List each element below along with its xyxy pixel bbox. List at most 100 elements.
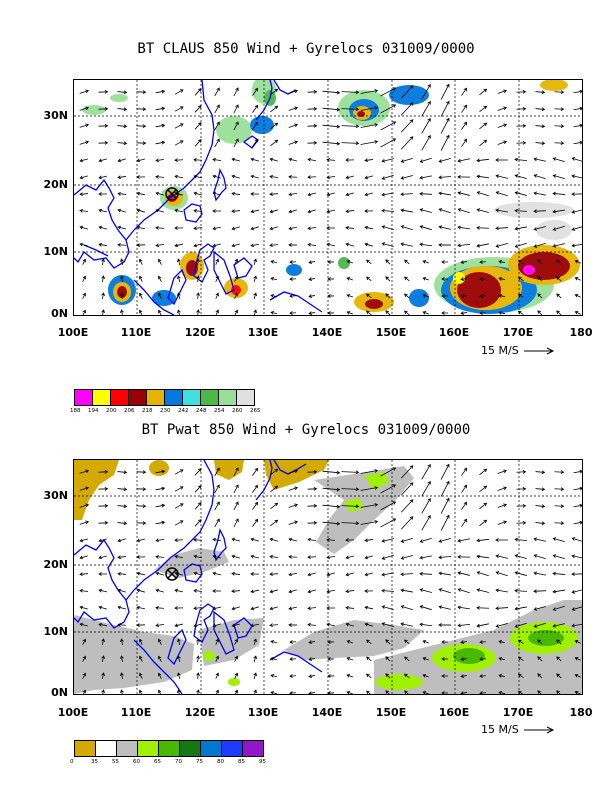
wind-arrow [215, 259, 219, 265]
wind-arrowhead [460, 277, 464, 281]
wind-arrowhead [161, 469, 166, 474]
wind-arrow [496, 623, 508, 627]
wind-arrowhead [409, 516, 414, 520]
wind-arrow [214, 467, 220, 477]
wind-arrowhead [212, 226, 217, 231]
wind-arrowhead [514, 606, 519, 611]
wind-arrow [118, 606, 126, 610]
wind-arrowhead [381, 605, 386, 609]
wind-arrowhead [193, 158, 197, 162]
wind-arrow [158, 656, 162, 662]
wind-arrow [533, 590, 547, 592]
wind-arrow [385, 656, 391, 662]
colorbar-swatch [200, 740, 222, 757]
wind-arrowhead [409, 499, 414, 503]
wind-arrow [572, 606, 582, 611]
wind-arrow [420, 589, 432, 593]
wind-arrowhead [85, 486, 90, 491]
wind-arrow [194, 468, 202, 476]
wind-arrowhead [85, 469, 90, 474]
wind-arrowhead [560, 487, 565, 491]
wind-arrowhead [419, 539, 424, 543]
wind-arrow [79, 470, 89, 474]
wind-arrow [270, 158, 278, 162]
wind-arrow [461, 502, 467, 510]
wind-arrow [155, 176, 165, 178]
wind-arrowhead [541, 141, 546, 146]
wind-arrowhead [336, 470, 341, 475]
wind-arrowhead [366, 639, 370, 644]
wind-arrowhead [193, 571, 198, 576]
wind-arrowhead [345, 538, 349, 542]
wind-arrowhead [326, 622, 331, 627]
wind-arrowhead [336, 124, 341, 129]
wind-arrow [233, 467, 239, 477]
wind-arrow [496, 243, 508, 247]
wind-arrow [572, 589, 582, 593]
wind-arrowhead [463, 138, 468, 143]
wind-arrow [534, 174, 546, 180]
wind-arrow [117, 125, 127, 127]
wind-arrow [215, 310, 219, 315]
wind-arrowhead [571, 227, 576, 231]
wind-arrowhead [235, 484, 239, 489]
wind-arrowhead [231, 606, 236, 611]
wind-arrow [534, 606, 546, 610]
wind-arrow [231, 193, 241, 195]
wind-arrowhead [288, 226, 293, 231]
wind-arrow [347, 260, 353, 264]
wind-arrowhead [98, 572, 102, 576]
wind-arrowhead [355, 504, 360, 509]
wind-arrowhead [98, 192, 102, 196]
wind-arrowhead [552, 624, 557, 628]
wind-arrow [155, 470, 165, 474]
wind-arrow [553, 554, 565, 560]
wind-arrow [498, 691, 506, 694]
wind-arrow [400, 119, 414, 133]
wind-arrowhead [254, 138, 259, 143]
wind-arrowhead [123, 141, 128, 146]
wind-arrowhead [250, 572, 254, 576]
wind-arrow [360, 504, 378, 508]
wind-arrow [515, 242, 527, 248]
wind-arrow [365, 175, 373, 179]
wind-arrowhead [253, 655, 257, 660]
wind-arrow [460, 641, 468, 643]
wind-arrowhead [438, 605, 443, 609]
wind-arrowhead [392, 138, 397, 142]
wind-arrow [366, 276, 372, 282]
wind-arrowhead [495, 244, 500, 248]
wind-arrowhead [517, 673, 522, 678]
colorbar-swatch [200, 389, 219, 406]
wind-arrowhead [294, 469, 298, 474]
wind-arrowhead [98, 605, 103, 610]
wind-arrow [497, 470, 507, 474]
wind-arrowhead [579, 123, 582, 128]
wind-arrowhead [438, 539, 443, 543]
wind-arrow [421, 515, 431, 531]
wind-arrow [155, 538, 165, 542]
wind-arrowhead [142, 521, 147, 525]
wind-arrowhead [212, 243, 217, 248]
wind-arrowhead [326, 606, 330, 610]
wind-arrow [177, 258, 181, 266]
wind-arrowhead [274, 485, 279, 490]
colorbar-tick-label: 230 [160, 408, 171, 414]
wind-arrowhead [483, 139, 488, 144]
wind-arrow [421, 118, 431, 134]
wind-arrowhead [326, 192, 331, 197]
wind-arrowhead [104, 521, 109, 525]
wind-arrow [322, 521, 340, 525]
wind-arrow [322, 90, 340, 94]
wind-arrowhead [85, 140, 90, 145]
wind-arrowhead [476, 605, 480, 610]
wind-arrow [457, 623, 471, 627]
wind-arrow [346, 243, 354, 247]
wind-arrowhead [289, 640, 293, 644]
wind-arrowhead [235, 518, 239, 523]
wind-arrow [401, 589, 413, 593]
wind-arrow [497, 141, 507, 145]
wind-arrow [234, 276, 238, 282]
wind-arrowhead [446, 83, 450, 88]
wind-arrow [197, 292, 199, 300]
